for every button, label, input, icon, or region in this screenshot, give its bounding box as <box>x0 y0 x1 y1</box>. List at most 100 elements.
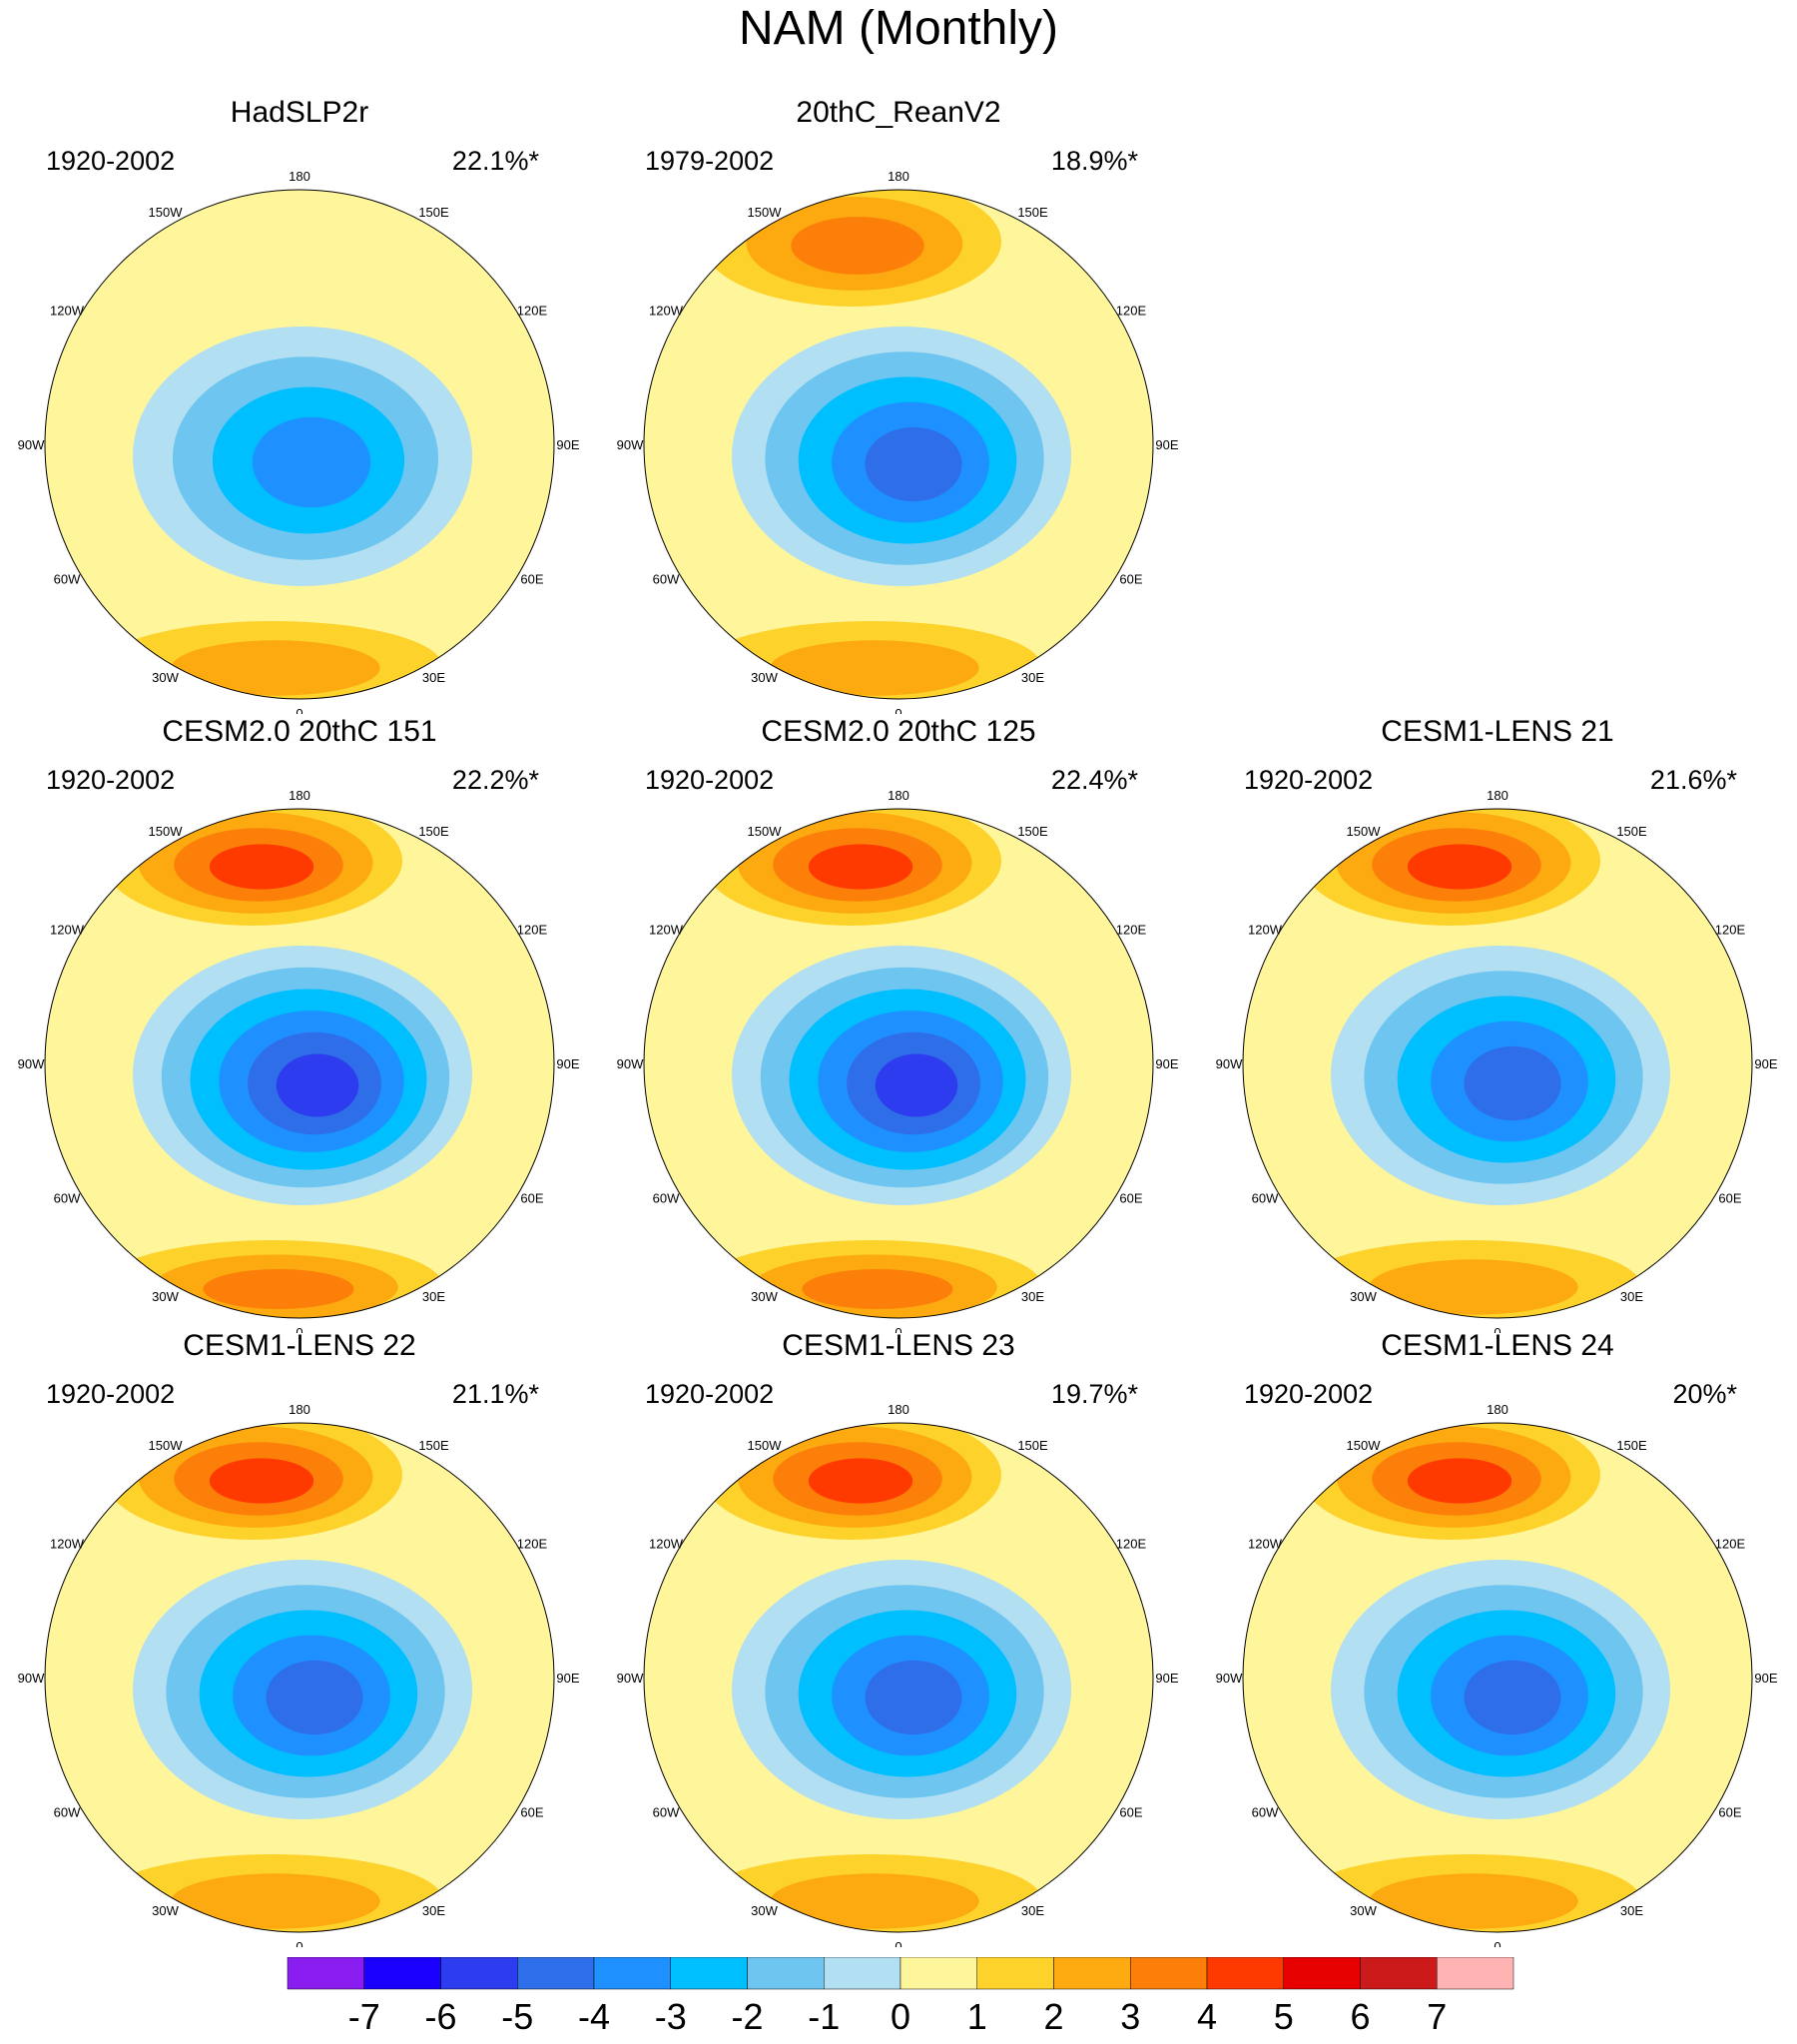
colorbar-swatch <box>976 1957 1054 1990</box>
panel-period: 1920-2002 <box>46 765 176 795</box>
panel-variance: 21.6%* <box>1649 765 1737 795</box>
colorbar-tick-label: 0 <box>891 1996 910 2037</box>
colorbar-swatch <box>1437 1957 1514 1990</box>
map-panel: CESM1-LENS 22 1920-2002 21.1%* 180 150E 120E 9… <box>0 1328 599 1947</box>
longitude-label: 90W <box>617 1671 644 1686</box>
longitude-label: 0 <box>1494 1939 1500 1947</box>
longitude-label: 30W <box>751 1289 778 1304</box>
longitude-label: 30W <box>152 670 179 685</box>
panel-title: 20thC_ReanV2 <box>796 96 1001 129</box>
longitude-label: 180 <box>289 169 310 184</box>
colorbar-tick-label: 1 <box>967 1996 987 2037</box>
figure-title: NAM (Monthly) <box>738 2 1059 55</box>
map-panel: 20thC_ReanV2 1979-2002 18.9%* 180 150E 120E 90… <box>599 95 1198 714</box>
longitude-label: 150W <box>1347 824 1382 839</box>
contour-arctic <box>276 1053 359 1117</box>
contour-atlantic <box>1369 1259 1578 1315</box>
contour-atlantic <box>770 1873 979 1929</box>
contour-atlantic <box>802 1269 953 1309</box>
colorbar-swatch <box>747 1957 825 1990</box>
longitude-label: 180 <box>888 788 909 803</box>
map-panel: CESM1-LENS 21 1920-2002 21.6%* 180 150E 120E 9… <box>1198 714 1797 1333</box>
longitude-label: 0 <box>1494 1325 1500 1333</box>
colorbar-swatch <box>1130 1957 1208 1990</box>
map-panel: CESM2.0 20thC 125 1920-2002 22.4%* 180 150E 1… <box>599 714 1198 1333</box>
longitude-label: 120W <box>1248 1537 1283 1552</box>
colorbar-swatch <box>899 1957 977 1990</box>
longitude-label: 0 <box>296 1325 302 1333</box>
panel-title: CESM2.0 20thC 151 <box>162 715 437 748</box>
colorbar-tick-label: -5 <box>501 1996 533 2037</box>
longitude-label: 60W <box>54 1191 81 1206</box>
longitude-label: 90W <box>1216 1056 1243 1071</box>
map-border <box>643 808 1154 1319</box>
longitude-label: 30E <box>422 1289 445 1304</box>
contour-pacific <box>791 217 924 275</box>
colorbar-tick-label: -3 <box>655 1996 687 2037</box>
longitude-label: 60E <box>520 1805 543 1820</box>
longitude-label: 60W <box>1252 1805 1279 1820</box>
longitude-label: 30W <box>1350 1903 1377 1918</box>
longitude-label: 90E <box>556 1671 579 1686</box>
longitude-label: 150W <box>149 1438 184 1453</box>
longitude-label: 150E <box>418 1438 449 1453</box>
longitude-label: 60E <box>520 572 543 587</box>
polar-map: 180 150E 120E 90E 60E 30E 0 30W 60W 90W 120W 150W <box>1216 788 1778 1333</box>
panel-variance: 20%* <box>1672 1379 1737 1409</box>
longitude-label: 120W <box>50 923 85 938</box>
longitude-label: 120E <box>1715 923 1746 938</box>
colorbar-swatch <box>824 1957 901 1990</box>
colorbar-swatch <box>1360 1957 1438 1990</box>
map-border <box>1242 1422 1753 1933</box>
longitude-label: 150E <box>418 205 449 220</box>
panel-variance: 19.7%* <box>1050 1379 1138 1409</box>
contour-atlantic <box>171 640 380 696</box>
map-border <box>1242 808 1753 1319</box>
longitude-label: 60W <box>653 1805 680 1820</box>
longitude-label: 150W <box>1347 1438 1382 1453</box>
longitude-label: 180 <box>1487 1402 1508 1417</box>
longitude-label: 30E <box>1021 670 1044 685</box>
longitude-label: 30W <box>152 1289 179 1304</box>
longitude-label: 90W <box>18 1056 45 1071</box>
polar-map: 180 150E 120E 90E 60E 30E 0 30W 60W 90W 120W 150W <box>18 169 580 714</box>
colorbar-tick-label: -6 <box>424 1996 456 2037</box>
longitude-label: 90W <box>617 437 644 452</box>
longitude-label: 120W <box>50 1537 85 1552</box>
longitude-label: 60W <box>653 572 680 587</box>
longitude-label: 30E <box>422 1903 445 1918</box>
map-border <box>44 189 555 700</box>
contour-pacific <box>808 1458 913 1504</box>
longitude-label: 60W <box>1252 1191 1279 1206</box>
longitude-label: 150E <box>1616 824 1647 839</box>
colorbar-tick-label: -4 <box>578 1996 610 2037</box>
longitude-label: 150W <box>149 205 184 220</box>
colorbar: -7 -6 -5 -4 -3 -2 -1 0 1 2 3 4 5 6 7 <box>287 1957 1514 2037</box>
longitude-label: 150W <box>748 205 783 220</box>
longitude-label: 60W <box>653 1191 680 1206</box>
polar-map: 180 150E 120E 90E 60E 30E 0 30W 60W 90W 120W 150W <box>617 788 1179 1333</box>
longitude-label: 0 <box>895 1325 901 1333</box>
contour-arctic <box>875 1053 958 1117</box>
longitude-label: 150E <box>1017 205 1048 220</box>
map-border <box>44 1422 555 1933</box>
longitude-label: 30E <box>422 670 445 685</box>
longitude-label: 90E <box>1155 437 1178 452</box>
polar-map: 180 150E 120E 90E 60E 30E 0 30W 60W 90W 120W 150W <box>18 788 580 1333</box>
panel-title: CESM1-LENS 24 <box>1381 1329 1614 1362</box>
longitude-label: 150E <box>1616 1438 1647 1453</box>
longitude-label: 30E <box>1021 1289 1044 1304</box>
panel-period: 1979-2002 <box>645 146 775 176</box>
contour-arctic <box>266 1660 363 1735</box>
panel-title: CESM1-LENS 21 <box>1381 715 1614 748</box>
longitude-label: 90W <box>1216 1671 1243 1686</box>
longitude-label: 90W <box>18 1671 45 1686</box>
longitude-label: 60E <box>1119 1805 1142 1820</box>
panel-period: 1920-2002 <box>1244 1379 1374 1409</box>
longitude-label: 0 <box>296 706 302 714</box>
colorbar-tick-label: 2 <box>1043 1996 1063 2037</box>
colorbar-swatch <box>670 1957 748 1990</box>
contour-arctic <box>865 426 962 502</box>
polar-map: 180 150E 120E 90E 60E 30E 0 30W 60W 90W 120W 150W <box>1216 1402 1778 1947</box>
map-border <box>44 808 555 1319</box>
